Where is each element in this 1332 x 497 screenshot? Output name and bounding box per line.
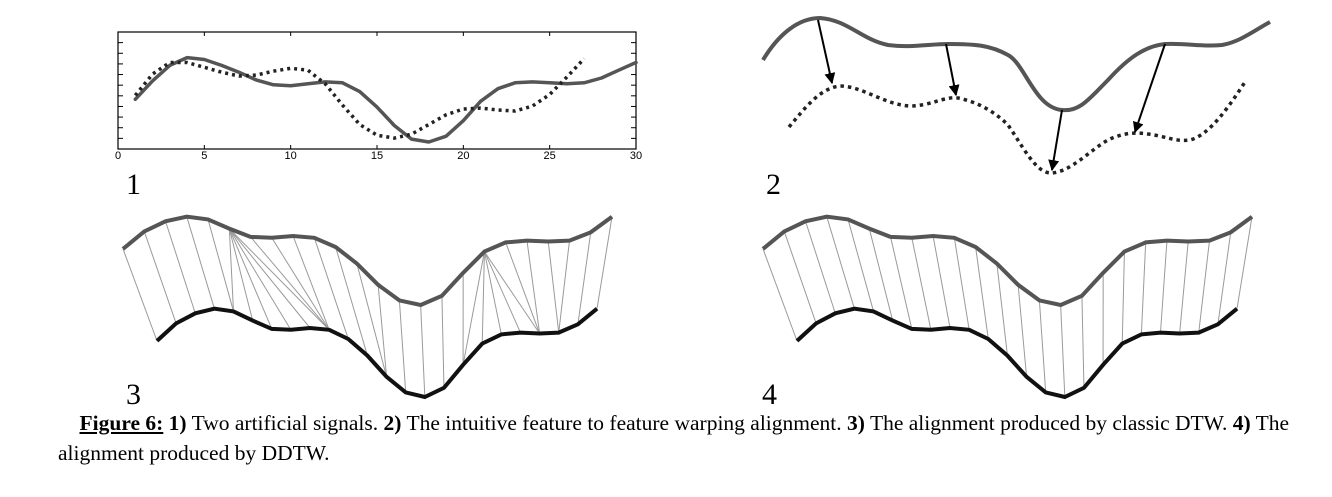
warp-link xyxy=(207,219,235,312)
series-dotted xyxy=(133,57,586,140)
signal-lower xyxy=(155,306,599,400)
caption-num-3: 3) xyxy=(847,411,865,435)
warp-link xyxy=(228,228,235,312)
warp-link xyxy=(143,231,177,324)
arrow-1 xyxy=(817,19,836,85)
panel-1-chart: 0 5 10 15 20 25 30 1 xyxy=(115,31,642,201)
warp-link xyxy=(228,228,292,331)
chart-series xyxy=(133,55,638,144)
warp-link xyxy=(313,237,349,340)
warp-link xyxy=(481,251,485,344)
warp-link xyxy=(1081,295,1085,388)
warp-link xyxy=(1179,241,1189,334)
panel-3-label: 3 xyxy=(126,378,141,411)
warp-link xyxy=(271,237,330,331)
warp-link xyxy=(847,219,875,312)
warp-link xyxy=(420,304,426,398)
warp-link xyxy=(377,284,388,377)
warp-link xyxy=(1159,240,1168,333)
signal-lower xyxy=(795,306,1239,400)
warp-link xyxy=(996,263,1008,356)
warp-link xyxy=(547,241,560,333)
signal-lower xyxy=(787,81,1247,175)
alignment-links xyxy=(762,216,1253,398)
x-tick-label: 20 xyxy=(457,150,469,162)
warp-link xyxy=(762,248,798,342)
series-solid xyxy=(133,55,638,144)
warp-link xyxy=(335,246,368,356)
signal-upper xyxy=(761,214,1254,308)
warp-link xyxy=(228,228,273,330)
x-tick-label: 5 xyxy=(201,150,207,162)
signal-upper xyxy=(761,15,1271,113)
plot-frame xyxy=(117,31,637,150)
warp-link xyxy=(1236,216,1253,309)
panel-4-ddtw-alignment: 4 xyxy=(761,214,1254,411)
warp-link xyxy=(1121,251,1125,344)
warp-link xyxy=(577,232,592,325)
warp-link xyxy=(1060,304,1066,398)
warp-link xyxy=(805,221,836,314)
caption-text-4: The alignment produced by DDTW. xyxy=(58,411,1290,465)
caption-num-1: 1) xyxy=(168,411,187,435)
x-tick-label: 0 xyxy=(115,150,121,162)
warp-link xyxy=(1017,284,1028,377)
arrow-3 xyxy=(1048,109,1063,172)
x-tick-label: 25 xyxy=(544,150,556,162)
warp-link xyxy=(441,295,445,388)
warp-link xyxy=(1140,242,1147,335)
warp-link xyxy=(228,228,311,329)
caption-text-2: The intuitive feature to feature warping… xyxy=(401,411,848,435)
warp-link xyxy=(505,242,541,334)
warp-link xyxy=(122,248,158,342)
warp-link xyxy=(483,251,521,333)
x-tick-label: 30 xyxy=(630,150,642,162)
panel-2-intuitive-alignment: 2 xyxy=(761,15,1271,201)
figure: 0 5 10 15 20 25 30 1 2 3 4 xyxy=(115,15,1271,411)
figure-caption: Figure 6: 1) Two artificial signals. 2) … xyxy=(58,408,1298,468)
caption-text-1: Two artificial signals. xyxy=(186,411,384,435)
warp-link xyxy=(1198,240,1210,333)
warp-link xyxy=(398,300,407,393)
figure-label: Figure 6: xyxy=(79,411,164,435)
warp-link xyxy=(868,228,894,321)
warp-link xyxy=(228,228,254,321)
caption-num-4: 4) xyxy=(1232,411,1251,435)
x-tick-label: 15 xyxy=(371,150,383,162)
arrow-2 xyxy=(945,43,960,97)
warp-link xyxy=(953,237,970,330)
warp-link xyxy=(250,236,330,331)
panel-4-label: 4 xyxy=(762,378,777,411)
arrow-4 xyxy=(1132,43,1166,134)
warp-link xyxy=(356,263,388,377)
warp-link xyxy=(1217,232,1232,325)
warp-link xyxy=(596,216,613,309)
x-tick-label: 10 xyxy=(285,150,297,162)
warp-link xyxy=(484,251,541,334)
signal-upper xyxy=(121,214,614,308)
axis-ticks xyxy=(117,32,637,149)
warp-link xyxy=(975,246,989,340)
warp-link xyxy=(911,237,932,330)
alignment-links xyxy=(122,216,613,398)
warp-link xyxy=(186,216,215,309)
warp-link xyxy=(292,235,330,331)
warp-link xyxy=(783,231,817,324)
warp-link xyxy=(826,216,855,309)
caption-text-3: The alignment produced by classic DTW. xyxy=(864,411,1233,435)
warp-link xyxy=(165,221,196,314)
warp-link xyxy=(558,240,570,333)
x-tick-labels: 0 5 10 15 20 25 30 xyxy=(115,150,642,162)
warp-link xyxy=(228,228,330,331)
panel-1-label: 1 xyxy=(126,168,141,201)
warp-link xyxy=(483,251,502,335)
warp-link xyxy=(932,235,951,329)
panel-2-label: 2 xyxy=(766,168,781,201)
warp-link xyxy=(890,236,913,330)
warp-link xyxy=(526,240,541,334)
caption-num-2: 2) xyxy=(383,411,402,435)
warp-link xyxy=(462,251,485,365)
panel-3-dtw-alignment: 3 xyxy=(121,214,614,411)
warp-link xyxy=(1038,300,1047,393)
